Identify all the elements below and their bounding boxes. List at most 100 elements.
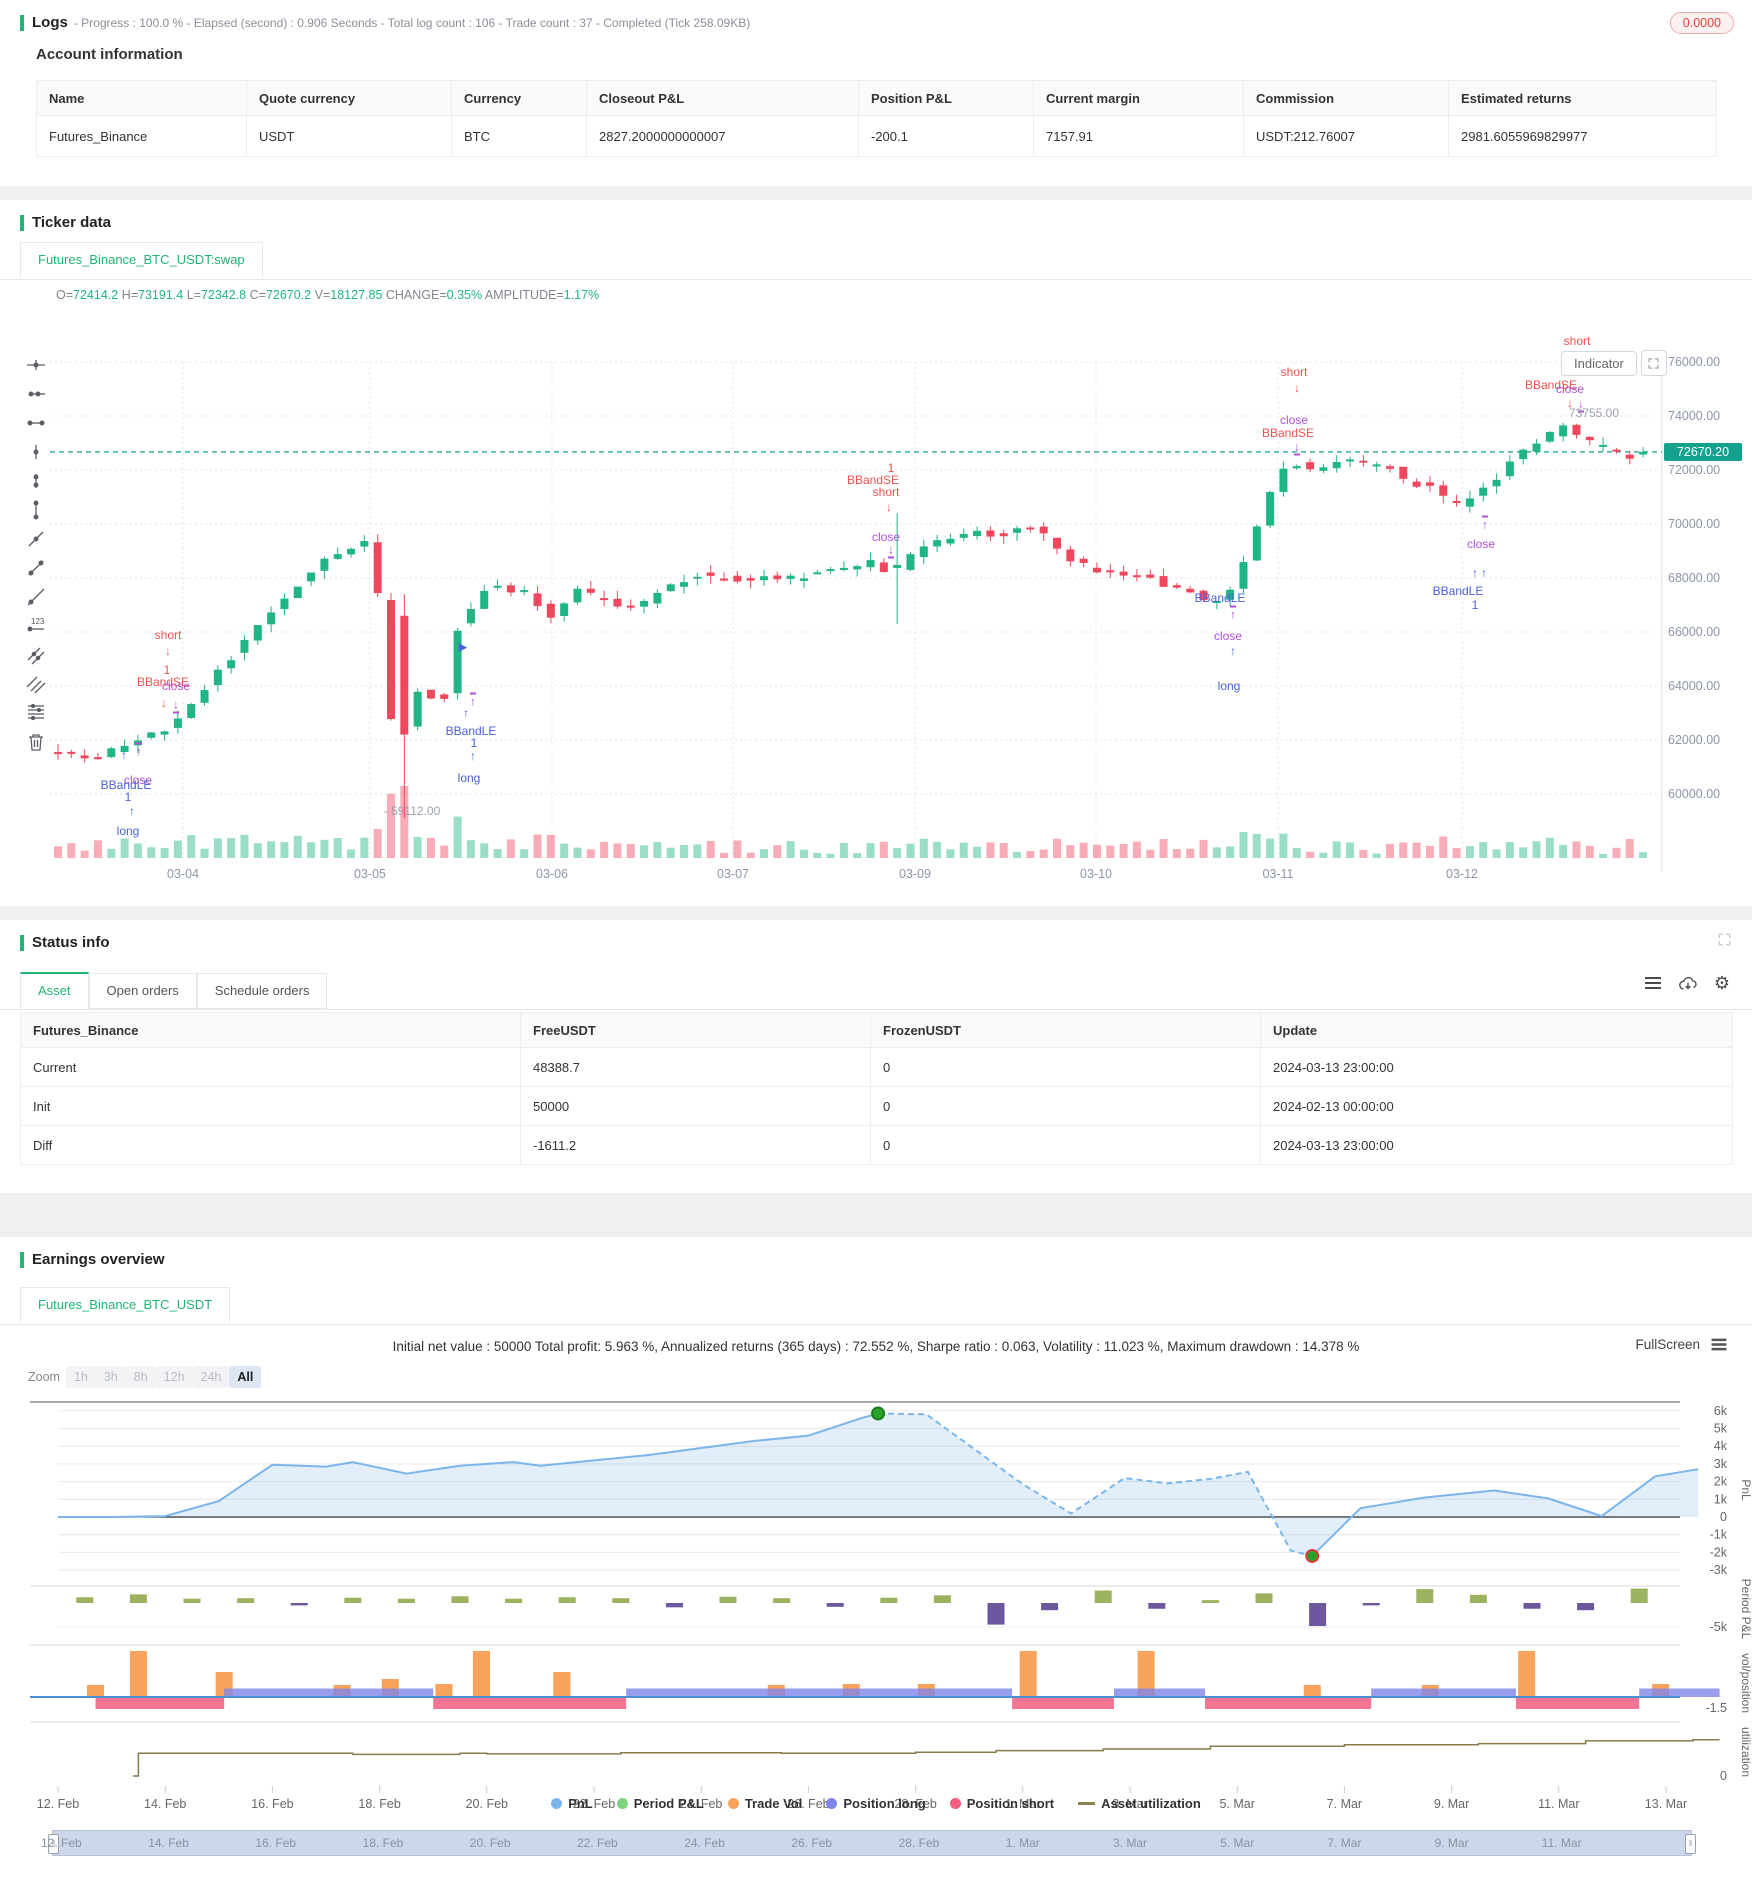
chart-fullscreen-button[interactable] — [1640, 350, 1667, 376]
ohlc-label: CHANGE= — [382, 288, 447, 302]
ohlc-value: 1.17% — [563, 288, 600, 302]
account-table: Name Quote currency Currency Closeout P&L Po… — [36, 80, 1717, 157]
zoom-option-3h[interactable]: 3h — [95, 1366, 126, 1388]
pointer-cross-icon — [27, 360, 45, 370]
svg-text:123: 123 — [31, 617, 45, 626]
download-button[interactable] — [1678, 975, 1698, 992]
zoom-option-24h[interactable]: 24h — [192, 1366, 230, 1388]
svg-text:03-07: 03-07 — [717, 867, 749, 881]
expand-icon — [1648, 357, 1660, 369]
trade-annotation-arrow: ↑ — [470, 749, 476, 763]
vertical-segment-tool[interactable] — [25, 470, 47, 492]
tab-schedule-orders[interactable]: Schedule orders — [196, 973, 328, 1009]
horizontal-segment-tool[interactable] — [25, 412, 47, 434]
svg-text:-1k: -1k — [1710, 1528, 1728, 1542]
vertical-ray-tool[interactable] — [25, 441, 47, 463]
zoom-option-1h[interactable]: 1h — [65, 1366, 96, 1388]
candlestick-chart[interactable]: O=72414.2 H=73191.4 L=72342.8 C=72670.2 … — [0, 280, 1752, 906]
zoom-option-all[interactable]: All — [229, 1366, 262, 1388]
legend-item-asset-utilization[interactable]: Asset utilization — [1078, 1796, 1201, 1811]
table-cell: 2827.2000000000007 — [586, 115, 859, 157]
status-toolbar: ⚙ — [1644, 974, 1730, 992]
legend-dot-icon — [727, 1798, 739, 1809]
trade-annotation-arrow: ↓ — [1294, 381, 1300, 395]
vertical-line-tool[interactable] — [25, 499, 47, 521]
status-badge: 0.0000 — [1669, 12, 1734, 34]
tab-earnings-symbol[interactable]: Futures_Binance_BTC_USDT — [20, 1287, 231, 1323]
tab-open-orders[interactable]: Open orders — [88, 973, 197, 1009]
pointer-cross-tool[interactable] — [25, 354, 47, 376]
column-header: Estimated returns — [1448, 80, 1717, 116]
trend-segment-tool[interactable] — [25, 557, 47, 579]
chart-menu-icon[interactable] — [1710, 1338, 1728, 1351]
horizontal-ray-icon — [28, 391, 45, 397]
zoom-option-8h[interactable]: 8h — [125, 1366, 156, 1388]
multi-trend-tool[interactable] — [25, 673, 47, 695]
trash-tool[interactable] — [25, 731, 47, 753]
earnings-plot[interactable]: 6k 5k 4k 3k 2k 1k 0 -1k -2k -3k -5k -1.5 0 PnL Period … — [0, 1395, 1752, 1825]
range-navigator[interactable]: ‖ ‖ 12. Feb 14. Feb 16. Feb 18. Feb 20. Feb 2… — [41, 1830, 1696, 1856]
fullscreen-control[interactable]: FullScreen — [1635, 1337, 1728, 1352]
svg-text:72000.00: 72000.00 — [1668, 463, 1720, 477]
navigator-date-label: 7. Mar — [1327, 1836, 1362, 1850]
trade-annotation-arrow: ↑ — [1472, 566, 1478, 580]
ohlc-label: V= — [311, 288, 331, 302]
navigator-left-handle[interactable]: ‖ — [48, 1834, 59, 1854]
trade-annotation-arrow: ↓ — [886, 500, 892, 514]
trade-annotation-arrow: ↑ — [1230, 605, 1236, 622]
status-expand-button[interactable] — [1717, 932, 1732, 947]
earnings-section: Earnings overview Futures_Binance_BTC_US… — [0, 1237, 1752, 1889]
trend-dot-tool[interactable] — [25, 528, 47, 550]
parallel-channel-tool[interactable] — [25, 644, 47, 666]
cloud-download-icon — [1678, 976, 1697, 990]
fib-levels-icon — [28, 703, 44, 721]
legend-dot-icon — [616, 1798, 628, 1809]
legend-dot-icon — [949, 1798, 961, 1809]
fullscreen-label[interactable]: FullScreen — [1635, 1337, 1700, 1352]
legend-item-period-p-l[interactable]: Period P&L — [616, 1796, 704, 1811]
svg-text:70000.00: 70000.00 — [1668, 517, 1720, 531]
svg-text:-5k: -5k — [1710, 1620, 1728, 1634]
column-header: Commission — [1243, 80, 1449, 116]
trade-annotation-label: close — [1279, 413, 1309, 427]
trade-annotation-arrow: ↓ — [888, 542, 894, 559]
ohlc-value: 18127.85 — [330, 288, 383, 302]
legend-item-pnl[interactable]: PnL — [551, 1796, 593, 1811]
tab-ticker-symbol[interactable]: Futures_Binance_BTC_USDT:swap — [20, 242, 263, 278]
legend-dot-icon — [826, 1798, 838, 1809]
logs-progress-text: - Progress : 100.0 % - Elapsed (second) … — [73, 15, 751, 30]
column-header: Position P&L — [858, 80, 1034, 116]
fib-levels-tool[interactable] — [25, 702, 47, 724]
tab-asset[interactable]: Asset — [20, 972, 89, 1009]
svg-text:76000.00: 76000.00 — [1668, 355, 1720, 369]
svg-text:26. Feb: 26. Feb — [787, 1797, 829, 1811]
table-cell: USDT:212.76007 — [1243, 115, 1449, 157]
earnings-chart[interactable]: 6k 5k 4k 3k 2k 1k 0 -1k -2k -3k -5k -1.5 0 PnL Period … — [0, 1395, 1752, 1889]
trend-ray-tool[interactable] — [25, 586, 47, 608]
zoom-option-12h[interactable]: 12h — [155, 1366, 193, 1388]
horizontal-ray-tool[interactable] — [25, 383, 47, 405]
legend-item-position-short[interactable]: Position short — [949, 1796, 1054, 1811]
ohlc-value: 72670.2 — [265, 288, 312, 302]
price-note-123-tool[interactable]: 123 — [25, 615, 47, 637]
menu-button[interactable] — [1644, 976, 1662, 990]
svg-text:-2k: -2k — [1710, 1545, 1728, 1559]
table-cell: 2024-03-13 23:00:00 — [1260, 1125, 1733, 1165]
table-cell[interactable]: Current — [20, 1047, 521, 1087]
candlestick-plot[interactable]: 76000.00 74000.00 72000.00 70000.00 68000.00… — [0, 280, 1752, 906]
svg-text:03-09: 03-09 — [899, 867, 931, 881]
trade-annotation-label: 1 — [470, 736, 478, 750]
navigator-date-label: 11. Mar — [1541, 1836, 1582, 1850]
legend-item-trade-vol[interactable]: Trade Vol — [727, 1796, 802, 1811]
navigator-right-handle[interactable]: ‖ — [1685, 1834, 1696, 1854]
settings-button[interactable]: ⚙ — [1714, 974, 1730, 992]
svg-text:7. Mar: 7. Mar — [1327, 1797, 1362, 1811]
table-cell: 2024-03-13 23:00:00 — [1260, 1047, 1733, 1087]
svg-text:66000.00: 66000.00 — [1668, 625, 1720, 639]
trade-annotation-label: 1 — [124, 790, 132, 804]
legend-item-position-long[interactable]: Position long — [826, 1796, 926, 1811]
trade-annotation-label: 1 — [887, 461, 895, 475]
indicator-button[interactable]: Indicator — [1561, 350, 1637, 376]
trade-annotation-label: short — [1563, 334, 1591, 348]
trade-annotation-label: short — [1280, 365, 1308, 379]
